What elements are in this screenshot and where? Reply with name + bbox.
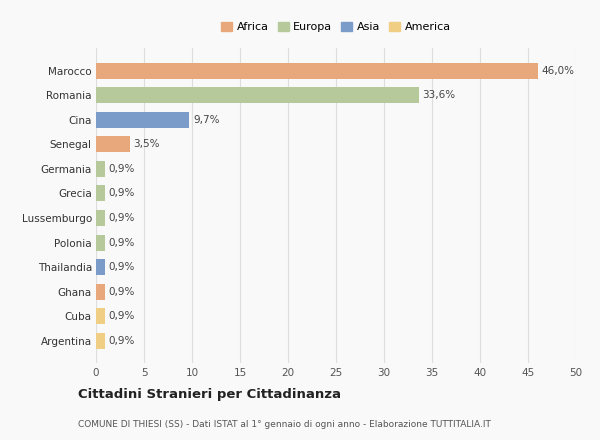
- Bar: [96, 308, 104, 324]
- Text: 0,9%: 0,9%: [109, 262, 135, 272]
- Bar: [96, 87, 419, 103]
- Bar: [96, 161, 104, 177]
- Text: 33,6%: 33,6%: [422, 90, 455, 100]
- Text: 0,9%: 0,9%: [109, 164, 135, 174]
- Text: COMUNE DI THIESI (SS) - Dati ISTAT al 1° gennaio di ogni anno - Elaborazione TUT: COMUNE DI THIESI (SS) - Dati ISTAT al 1°…: [78, 420, 491, 429]
- Text: 0,9%: 0,9%: [109, 213, 135, 223]
- Bar: [96, 333, 104, 348]
- Bar: [96, 235, 104, 250]
- Text: 0,9%: 0,9%: [109, 311, 135, 321]
- Bar: [96, 185, 104, 202]
- Bar: [96, 112, 189, 128]
- Text: 0,9%: 0,9%: [109, 238, 135, 248]
- Bar: [96, 259, 104, 275]
- Text: 9,7%: 9,7%: [193, 115, 220, 125]
- Bar: [96, 284, 104, 300]
- Text: 46,0%: 46,0%: [541, 66, 574, 76]
- Text: Cittadini Stranieri per Cittadinanza: Cittadini Stranieri per Cittadinanza: [78, 388, 341, 401]
- Text: 0,9%: 0,9%: [109, 336, 135, 346]
- Text: 0,9%: 0,9%: [109, 188, 135, 198]
- Text: 3,5%: 3,5%: [133, 139, 160, 149]
- Bar: [96, 210, 104, 226]
- Legend: Africa, Europa, Asia, America: Africa, Europa, Asia, America: [219, 19, 453, 34]
- Bar: [96, 62, 538, 79]
- Bar: [96, 136, 130, 152]
- Text: 0,9%: 0,9%: [109, 286, 135, 297]
